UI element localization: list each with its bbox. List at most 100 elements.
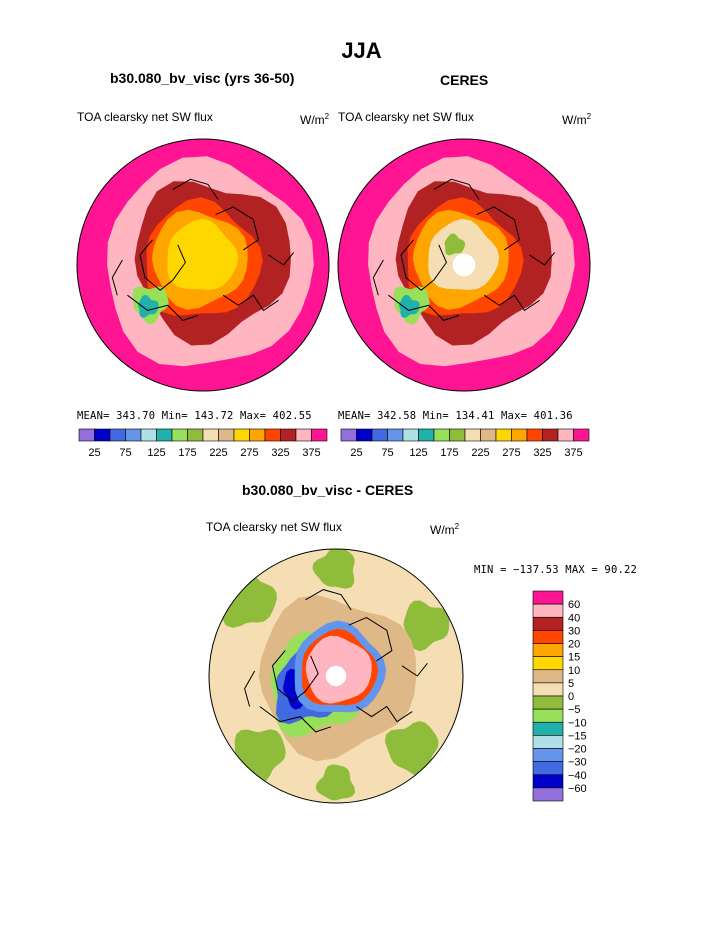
cb-model-swatch-13 — [280, 428, 297, 442]
obs-polar-map — [337, 138, 591, 392]
cb-model-tick-label-7: 375 — [302, 447, 320, 459]
cb-model-tick-label-4: 225 — [209, 447, 227, 459]
map-obs-pole-hole — [452, 253, 476, 277]
cb-obs-swatch-6 — [433, 428, 450, 442]
cb-diff-swatch-14 — [532, 774, 564, 789]
map-diff-coastline-2 — [259, 706, 332, 733]
cb-diff-tick-label-6: 5 — [568, 678, 574, 690]
cb-model-swatch-1 — [94, 428, 111, 442]
cb-diff-swatch-2 — [532, 616, 564, 631]
cb-diff-tick-label-12: −30 — [568, 757, 587, 769]
cb-model-swatch-2 — [109, 428, 126, 442]
map-diff-coastline-5 — [244, 670, 256, 707]
cb-model-tick-label-1: 75 — [119, 447, 131, 459]
map-model-coastline-4 — [172, 178, 219, 200]
cb-diff-tick-label-7: 0 — [568, 691, 574, 703]
cb-obs-swatch-5 — [418, 428, 435, 442]
cb-obs-tick-label-3: 175 — [440, 447, 458, 459]
map-model-coastline-6 — [268, 252, 295, 266]
cb-obs-swatch-2 — [371, 428, 388, 442]
map-obs-coastline-1 — [476, 206, 520, 251]
map-diff-coastline-1 — [348, 617, 393, 662]
cb-obs-swatch-8 — [464, 428, 481, 442]
model-units-label: W/m2 — [300, 112, 330, 127]
cb-obs-swatch-11 — [511, 428, 528, 442]
diff-stats: MIN = −137.53 MAX = 90.22 — [474, 564, 638, 576]
map-model-yellow-core — [167, 218, 239, 290]
cb-diff-tick-label-3: 20 — [568, 639, 580, 651]
map-diff-map-border — [208, 548, 464, 804]
cb-diff-tick-label-1: 40 — [568, 612, 580, 624]
cb-diff-tick-label-10: −15 — [568, 730, 587, 742]
cb-obs-swatch-12 — [526, 428, 543, 442]
map-model-coastline-3 — [222, 294, 279, 312]
cb-model-tick-label-3: 175 — [178, 447, 196, 459]
cb-obs-tick-label-2: 125 — [409, 447, 427, 459]
cb-model-tick-label-0: 25 — [88, 447, 100, 459]
cb-diff-swatch-0 — [532, 590, 564, 605]
map-model-map-border — [76, 138, 330, 392]
map-obs-coastline-2 — [388, 294, 460, 321]
map-diff-green-patch-3 — [384, 721, 439, 777]
cb-model-swatch-5 — [156, 428, 173, 442]
cb-model-tick-label-6: 325 — [271, 447, 289, 459]
diff-polar-map — [208, 548, 464, 804]
map-obs-green-patch — [444, 233, 465, 256]
map-diff-green-patch-5 — [315, 764, 355, 801]
cb-diff-swatch-5 — [532, 656, 564, 671]
cb-model-swatch-8 — [202, 428, 219, 442]
map-obs-greenland-inner — [399, 294, 420, 318]
cb-diff-tick-label-0: 60 — [568, 599, 580, 611]
map-diff-coastline-3 — [356, 705, 413, 723]
cb-diff-tick-label-11: −20 — [568, 744, 587, 756]
map-obs-coastline-5 — [372, 259, 384, 296]
cb-obs-tick-label-7: 375 — [564, 447, 582, 459]
cb-model-swatch-11 — [249, 428, 266, 442]
cb-diff-tick-label-5: 10 — [568, 665, 580, 677]
cb-model-tick-label-2: 125 — [147, 447, 165, 459]
cb-obs-tick-label-4: 225 — [471, 447, 489, 459]
cb-obs-swatch-4 — [402, 428, 419, 442]
cb-obs-swatch-1 — [356, 428, 373, 442]
cb-obs-swatch-7 — [449, 428, 466, 442]
obs-units-label: W/m2 — [562, 112, 592, 127]
diff-panel-title: b30.080_bv_visc - CERES — [242, 482, 414, 498]
model-panel-title: b30.080_bv_visc (yrs 36-50) — [110, 70, 295, 86]
cb-model-swatch-12 — [264, 428, 281, 442]
map-diff-coastline-0 — [271, 650, 319, 703]
cb-diff-tick-label-9: −10 — [568, 717, 587, 729]
map-model-coastline-5 — [111, 259, 123, 296]
cb-model-tick-label-5: 275 — [240, 447, 258, 459]
cb-diff-tick-label-4: 15 — [568, 652, 580, 664]
cb-model-swatch-4 — [140, 428, 157, 442]
map-diff-coastline-4 — [305, 589, 352, 611]
cb-diff-tick-label-14: −60 — [568, 783, 587, 795]
diff-field-label: TOA clearsky net SW flux — [206, 520, 342, 534]
cb-diff-swatch-7 — [532, 682, 564, 697]
cb-diff-swatch-8 — [532, 695, 564, 710]
cb-diff-swatch-12 — [532, 748, 564, 762]
cb-obs-swatch-10 — [495, 428, 512, 442]
cb-model-swatch-6 — [171, 428, 188, 442]
cb-model-swatch-15 — [311, 428, 328, 442]
map-obs-map-border — [337, 138, 591, 392]
obs-panel-title: CERES — [440, 72, 489, 88]
diff-units-label: W/m2 — [430, 522, 460, 537]
cb-diff-swatch-9 — [532, 708, 564, 723]
cb-diff-swatch-13 — [532, 761, 564, 776]
map-diff-coastline-6 — [401, 662, 428, 677]
cb-model-swatch-7 — [187, 428, 204, 442]
map-obs-coastline-4 — [433, 178, 480, 200]
map-diff-pole-hole — [325, 665, 347, 687]
obs-colorbar: 25 75 125 175 225 275 325 375 — [340, 428, 590, 459]
map-diff-green-patch-4 — [312, 549, 355, 589]
cb-diff-swatch-4 — [532, 643, 564, 657]
map-diff-green-patch-1 — [403, 600, 450, 652]
map-model-coastline-2 — [127, 294, 199, 321]
cb-model-swatch-14 — [295, 428, 312, 442]
cb-obs-swatch-14 — [557, 428, 574, 442]
cb-diff-swatch-15 — [532, 787, 564, 802]
cb-obs-tick-label-6: 325 — [533, 447, 551, 459]
cb-obs-swatch-0 — [340, 428, 357, 442]
